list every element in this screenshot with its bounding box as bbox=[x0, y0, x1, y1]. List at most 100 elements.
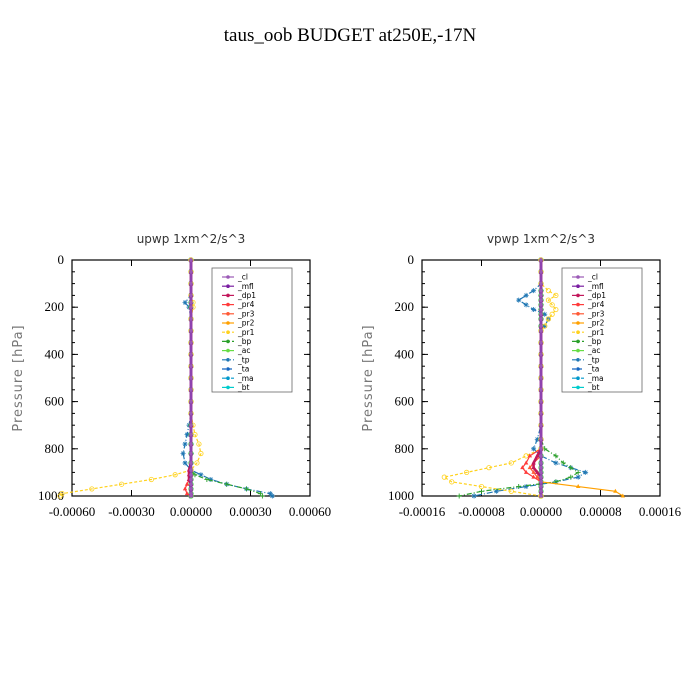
legend-label-ma: _ma bbox=[587, 374, 604, 383]
data-point-pr1 bbox=[545, 316, 552, 322]
data-point-cl bbox=[189, 317, 193, 321]
y-axis-label: Pressure [hPa] bbox=[11, 324, 26, 431]
data-point-tp bbox=[184, 432, 190, 438]
data-point-pr1 bbox=[508, 488, 514, 494]
data-point-cl bbox=[539, 454, 543, 458]
data-point-pr1 bbox=[508, 460, 514, 466]
legend-label-cl: _cl bbox=[237, 273, 248, 282]
data-point-tp bbox=[531, 307, 537, 313]
data-point-cl bbox=[539, 399, 543, 404]
data-point-cl bbox=[539, 307, 543, 312]
x-tick-label: -0.00060 bbox=[49, 504, 96, 519]
y-tick-label: 1000 bbox=[388, 488, 414, 503]
data-point-pr1 bbox=[523, 453, 529, 459]
data-point-tp bbox=[523, 292, 529, 298]
data-point-bp bbox=[244, 486, 250, 492]
legend-marker-ma bbox=[576, 376, 580, 381]
legend-marker-ma bbox=[226, 376, 230, 381]
data-point-bp bbox=[568, 474, 574, 480]
data-point-cl bbox=[189, 293, 193, 298]
data-point-cl bbox=[539, 312, 543, 317]
series-line-pr1 bbox=[59, 260, 202, 497]
data-point-pr1 bbox=[198, 450, 204, 457]
data-point-pr1 bbox=[57, 493, 63, 499]
data-point-dp1 bbox=[535, 469, 540, 474]
y-tick-label: 600 bbox=[45, 394, 65, 409]
data-point-pr1 bbox=[478, 483, 485, 490]
data-point-pr1 bbox=[549, 302, 555, 308]
legend-marker-dp1 bbox=[226, 293, 230, 298]
data-point-pr1 bbox=[553, 306, 559, 313]
data-point-cl bbox=[539, 340, 543, 345]
data-point-tp bbox=[182, 441, 188, 447]
legend-label-ac: _ac bbox=[237, 346, 250, 355]
legend-label-bp: _bp bbox=[237, 337, 252, 346]
legend-label-mfl: _mfl bbox=[587, 282, 604, 291]
legend-marker-tp bbox=[576, 358, 580, 362]
x-tick-label: 0.00016 bbox=[639, 504, 682, 519]
y-tick-label: 400 bbox=[45, 346, 65, 361]
legend-label-ta: _ta bbox=[237, 365, 249, 374]
data-point-cl bbox=[539, 376, 543, 380]
data-point-cl bbox=[539, 352, 543, 357]
data-point-tp bbox=[553, 460, 559, 466]
data-point-cl bbox=[189, 329, 193, 333]
data-point-cl bbox=[189, 376, 193, 380]
legend-marker-pr3 bbox=[576, 312, 580, 316]
data-point-pr3 bbox=[535, 474, 540, 479]
legend-label-pr4: _pr4 bbox=[587, 300, 605, 309]
data-point-cl bbox=[189, 487, 193, 491]
data-point-cl bbox=[539, 270, 543, 274]
legend-label-ac: _ac bbox=[587, 346, 600, 355]
data-point-tp bbox=[182, 299, 188, 305]
data-point-tp bbox=[575, 474, 581, 480]
legend-marker-pr4 bbox=[576, 302, 580, 307]
data-point-cl bbox=[539, 324, 543, 328]
data-point-cl bbox=[189, 423, 193, 428]
data-point-cl bbox=[189, 477, 193, 482]
data-point-cl bbox=[539, 484, 543, 489]
legend-label-dp1: _dp1 bbox=[587, 291, 606, 300]
legend-marker-pr4 bbox=[226, 302, 230, 307]
data-point-cl bbox=[189, 432, 193, 437]
data-point-cl bbox=[189, 364, 193, 369]
data-point-pr2 bbox=[620, 493, 626, 498]
data-point-pr4 bbox=[184, 491, 190, 496]
legend-marker-ac bbox=[226, 348, 230, 353]
data-point-pr3 bbox=[527, 465, 533, 470]
data-point-cl bbox=[539, 437, 543, 442]
data-point-bp bbox=[456, 493, 462, 499]
data-point-cl bbox=[539, 489, 543, 494]
data-point-pr1 bbox=[464, 469, 470, 475]
legend-marker-pr2 bbox=[576, 321, 580, 325]
data-point-tp bbox=[269, 493, 275, 499]
legend-marker-mfl bbox=[576, 284, 580, 289]
figure-title: taus_oob BUDGET at250E,-17N bbox=[224, 25, 477, 46]
data-point-pr4 bbox=[527, 453, 533, 458]
data-point-dp1 bbox=[531, 460, 536, 465]
panel-title: upwp 1xm^2/s^3 bbox=[137, 232, 246, 246]
y-tick-label: 1000 bbox=[38, 488, 64, 503]
data-point-pr1 bbox=[196, 441, 202, 447]
legend-marker-ta bbox=[226, 367, 230, 371]
legend-label-ta: _ta bbox=[587, 365, 599, 374]
data-point-tp bbox=[267, 491, 273, 497]
y-tick-label: 400 bbox=[395, 346, 415, 361]
y-tick-label: 800 bbox=[395, 441, 415, 456]
legend-marker-ta bbox=[576, 367, 580, 371]
data-point-cl bbox=[539, 461, 543, 465]
x-tick-label: 0.00060 bbox=[289, 504, 331, 519]
data-point-cl bbox=[539, 293, 543, 298]
panel-title: vpwp 1xm^2/s^3 bbox=[487, 232, 595, 246]
data-point-tp bbox=[531, 446, 537, 452]
legend-marker-bt bbox=[576, 385, 580, 390]
data-point-tp bbox=[198, 472, 204, 478]
data-point-cl bbox=[189, 305, 193, 310]
data-point-cl bbox=[189, 494, 193, 498]
legend-marker-pr1 bbox=[226, 330, 230, 335]
legend-label-ma: _ma bbox=[237, 374, 254, 383]
legend-label-mfl: _mfl bbox=[237, 282, 254, 291]
data-point-pr4 bbox=[531, 474, 536, 479]
y-axis-label: Pressure [hPa] bbox=[361, 324, 376, 431]
